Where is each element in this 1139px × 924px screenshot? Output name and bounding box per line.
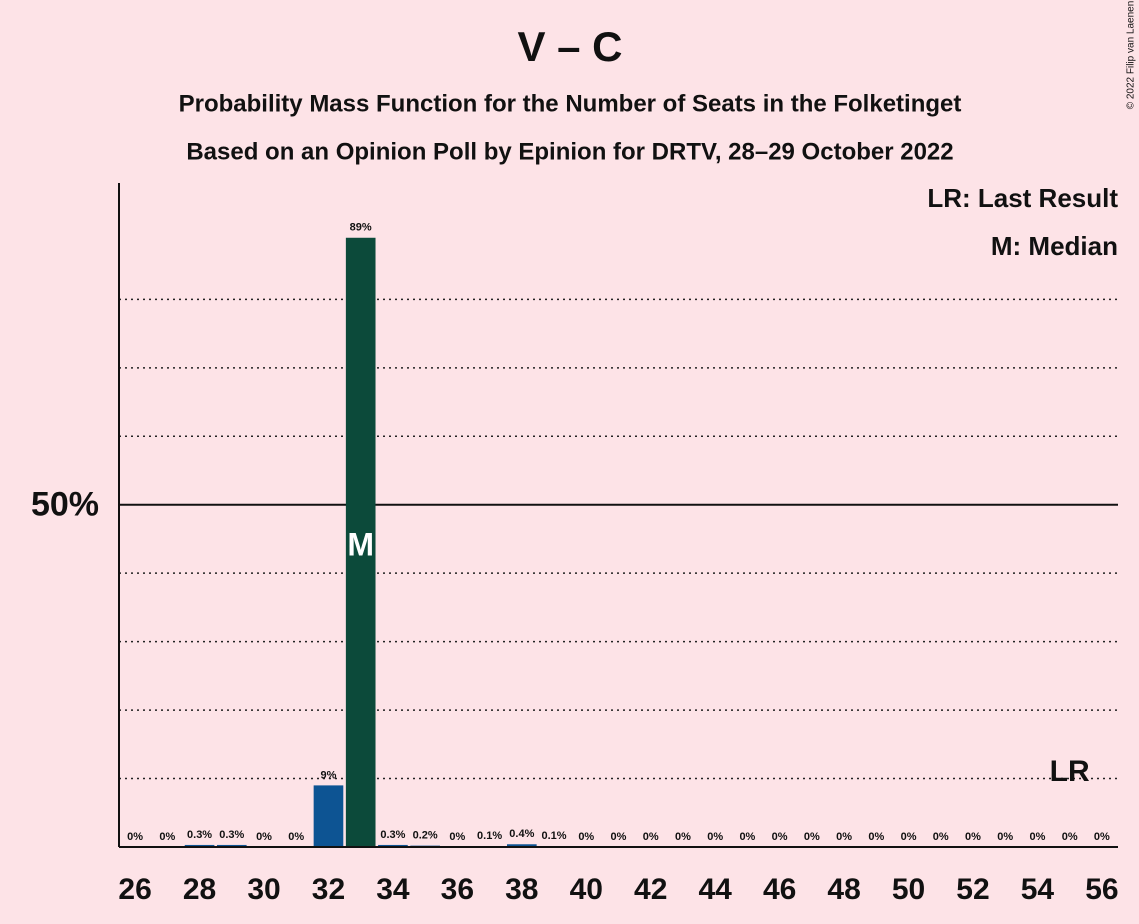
x-tick-label: 48 bbox=[827, 873, 860, 906]
value-label: 0% bbox=[1094, 831, 1110, 843]
y-tick-label: 50% bbox=[31, 486, 99, 524]
value-label: 0% bbox=[772, 831, 788, 843]
value-label: 0.3% bbox=[187, 829, 212, 841]
value-label: 0% bbox=[159, 831, 175, 843]
chart-title: V – C bbox=[517, 23, 622, 70]
value-label: 0% bbox=[707, 831, 723, 843]
legend-entry: LR: Last Result bbox=[927, 183, 1118, 213]
value-label: 0% bbox=[1062, 831, 1078, 843]
bar bbox=[313, 785, 344, 847]
value-label: 0.3% bbox=[219, 829, 244, 841]
x-tick-label: 30 bbox=[247, 873, 280, 906]
x-tick-label: 44 bbox=[698, 873, 732, 906]
subtitle: Probability Mass Function for the Number… bbox=[179, 90, 962, 117]
value-label: 0% bbox=[965, 831, 981, 843]
legend-entry: M: Median bbox=[991, 231, 1118, 261]
x-tick-label: 34 bbox=[376, 873, 410, 906]
x-tick-label: 42 bbox=[634, 873, 667, 906]
value-label: 0.1% bbox=[477, 830, 502, 842]
x-tick-label: 52 bbox=[956, 873, 989, 906]
bar bbox=[216, 844, 247, 847]
x-tick-label: 56 bbox=[1085, 873, 1118, 906]
value-label: 0% bbox=[256, 831, 272, 843]
bar bbox=[184, 844, 215, 847]
x-tick-label: 46 bbox=[763, 873, 796, 906]
value-label: 0% bbox=[868, 831, 884, 843]
x-tick-label: 40 bbox=[570, 873, 603, 906]
bar bbox=[345, 237, 376, 848]
last-result-marker: LR bbox=[1050, 755, 1090, 788]
value-label: 0% bbox=[449, 831, 465, 843]
value-label: 0% bbox=[611, 831, 627, 843]
value-label: 9% bbox=[321, 769, 337, 781]
value-label: 0.4% bbox=[509, 828, 534, 840]
copyright: © 2022 Filip van Laenen bbox=[1126, 1, 1137, 110]
subtitle: Based on an Opinion Poll by Epinion for … bbox=[186, 138, 953, 165]
x-tick-label: 54 bbox=[1021, 873, 1055, 906]
value-label: 0% bbox=[675, 831, 691, 843]
value-label: 0% bbox=[836, 831, 852, 843]
value-label: 0.2% bbox=[413, 830, 438, 842]
bar bbox=[506, 844, 537, 847]
value-label: 0% bbox=[804, 831, 820, 843]
value-label: 89% bbox=[350, 222, 372, 234]
value-label: 0% bbox=[1029, 831, 1045, 843]
x-tick-label: 28 bbox=[183, 873, 216, 906]
value-label: 0% bbox=[739, 831, 755, 843]
value-label: 0% bbox=[127, 831, 143, 843]
x-tick-label: 38 bbox=[505, 873, 538, 906]
value-label: 0% bbox=[933, 831, 949, 843]
value-label: 0% bbox=[643, 831, 659, 843]
value-label: 0.1% bbox=[542, 830, 567, 842]
value-label: 0% bbox=[578, 831, 594, 843]
x-tick-label: 50 bbox=[892, 873, 925, 906]
median-marker: M bbox=[347, 526, 374, 562]
bar bbox=[378, 844, 408, 847]
value-label: 0% bbox=[901, 831, 917, 843]
x-tick-label: 26 bbox=[118, 873, 151, 906]
value-label: 0.3% bbox=[380, 829, 405, 841]
value-label: 0% bbox=[288, 831, 304, 843]
x-tick-label: 36 bbox=[441, 873, 474, 906]
value-label: 0% bbox=[997, 831, 1013, 843]
x-tick-label: 32 bbox=[312, 873, 345, 906]
